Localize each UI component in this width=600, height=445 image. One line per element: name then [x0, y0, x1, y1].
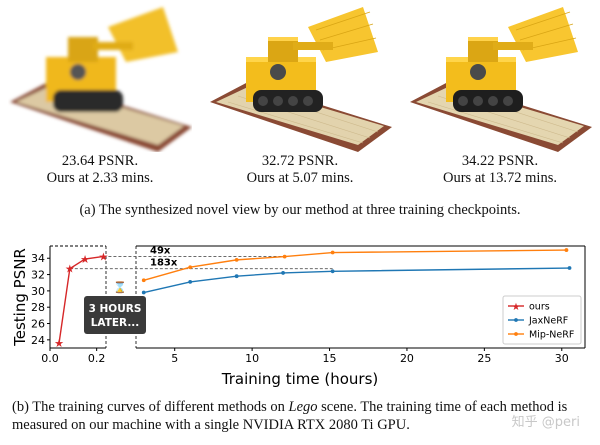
- break-label-box: [84, 296, 146, 334]
- data-point: [330, 269, 335, 274]
- x-tick-label: 30: [555, 352, 569, 365]
- time-label: Ours at 13.72 mins.: [443, 170, 557, 186]
- legend-marker: [514, 318, 518, 322]
- x-tick-label: 20: [400, 352, 414, 365]
- training-curve-chart: 24 26 28 30 32 34 0.0 0.2 5 10 15 20 25 30 Training ti…: [11, 245, 586, 388]
- caption-a: (a) The synthesized novel view by our me…: [79, 202, 521, 218]
- data-point: [188, 280, 193, 284]
- legend-label: JaxNeRF: [528, 316, 568, 327]
- y-tick-label: 26: [31, 318, 45, 331]
- annotation-label: 49x: [150, 245, 171, 256]
- data-point: ★: [54, 337, 64, 350]
- hourglass-icon: ⌛: [113, 281, 127, 294]
- x-tick-label: 15: [323, 352, 337, 365]
- watermark: 知乎 @peri: [511, 415, 580, 430]
- break-label-text: 3 HOURS: [89, 303, 142, 315]
- psnr-label: 32.72 PSNR.: [261, 153, 339, 169]
- time-label: Ours at 2.33 mins.: [46, 170, 154, 186]
- lego-render-image: [210, 7, 392, 152]
- legend-marker: [514, 332, 518, 336]
- series-line-ours: [58, 255, 104, 343]
- data-point: [282, 254, 287, 259]
- break-label-text: LATER...: [91, 317, 140, 329]
- data-point: [141, 290, 146, 295]
- psnr-label: 34.22 PSNR.: [461, 153, 539, 169]
- series-line-Mip-NeRF: [143, 249, 567, 281]
- data-point: ★: [65, 263, 75, 276]
- caption-b-scene: Lego: [288, 399, 318, 415]
- render-panel-3: 34.22 PSNR. Ours at 13.72 mins.: [400, 0, 600, 200]
- y-axis-label: Testing PSNR: [11, 248, 29, 347]
- x-tick-label: 5: [171, 352, 178, 365]
- render-panel-1: 23.64 PSNR. Ours at 2.33 mins.: [0, 0, 200, 200]
- time-label: Ours at 5.07 mins.: [246, 170, 354, 186]
- y-tick-label: 34: [31, 252, 45, 265]
- lego-render-image: [410, 7, 592, 152]
- caption-b-part2: scene. The training time of each method …: [12, 399, 568, 433]
- data-point: [141, 278, 146, 283]
- y-tick-label: 28: [31, 301, 45, 314]
- data-point: ★: [98, 250, 108, 263]
- x-axis-label: Training time (hours): [221, 370, 379, 388]
- caption-b-part1: (b) The training curves of different met…: [12, 399, 289, 415]
- data-point: ★: [80, 253, 90, 266]
- data-point: [281, 271, 285, 275]
- x-tick-label: 0.0: [41, 352, 59, 365]
- data-point: [330, 250, 335, 255]
- x-tick-label: 10: [245, 352, 259, 365]
- caption-b: (b) The training curves of different met…: [12, 398, 592, 434]
- data-point: [234, 274, 239, 279]
- series-line-JaxNeRF: [143, 267, 570, 294]
- render-panel-2: 32.72 PSNR. Ours at 5.07 mins.: [200, 0, 400, 200]
- data-point: [564, 248, 569, 252]
- psnr-label: 23.64 PSNR.: [61, 153, 139, 169]
- legend-label: ours: [529, 302, 550, 313]
- lego-render-image: [10, 7, 192, 152]
- annotation-label: 183x: [150, 258, 178, 269]
- legend-box: [502, 295, 582, 345]
- y-tick-label: 32: [31, 269, 45, 282]
- data-point: [567, 266, 572, 270]
- x-tick-label: 0.2: [88, 352, 106, 365]
- data-point: [234, 257, 239, 262]
- y-tick-label: 24: [31, 334, 45, 347]
- x-tick-label: 25: [477, 352, 491, 365]
- data-point: [188, 265, 193, 270]
- legend-marker: ★: [512, 302, 521, 313]
- y-tick-label: 30: [31, 285, 45, 298]
- legend-label: Mip-NeRF: [529, 330, 574, 341]
